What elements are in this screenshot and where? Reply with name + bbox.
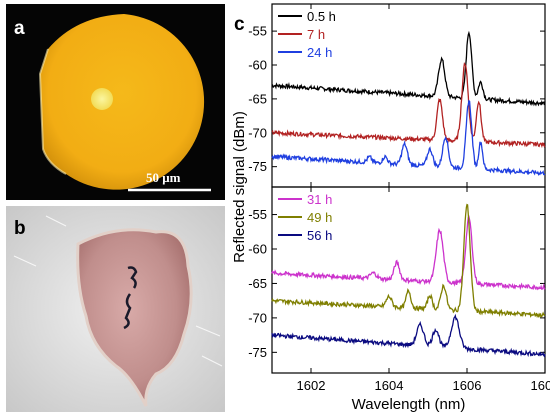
- fiber-core: [91, 88, 113, 110]
- y-tick-label: -70: [248, 125, 267, 140]
- y-tick-label: -70: [248, 310, 267, 325]
- fiber-cladding: [40, 14, 205, 190]
- legend-label: 31 h: [307, 192, 332, 207]
- panel-label-b: b: [14, 218, 26, 239]
- y-tick-label: -60: [248, 242, 267, 257]
- tissue-photo: [6, 206, 225, 412]
- fiber-micrograph: 50 μm: [6, 4, 225, 200]
- spectrum-line: [271, 215, 546, 291]
- spectrum-line: [271, 99, 546, 176]
- legend-label: 56 h: [307, 228, 332, 243]
- x-tick-label: 1606: [453, 378, 482, 393]
- tissue-illustration: [6, 206, 225, 412]
- x-tick-label: 1602: [297, 378, 326, 393]
- x-tick-label: 1604: [375, 378, 404, 393]
- panel-label-c: c: [234, 14, 245, 35]
- y-tick-label: -75: [248, 159, 267, 174]
- legend-label: 24 h: [307, 45, 332, 60]
- legend-label: 0.5 h: [307, 9, 336, 24]
- legend-label: 7 h: [307, 27, 325, 42]
- scale-bar-label: 50 μm: [146, 170, 181, 185]
- x-axis-label: Wavelength (nm): [352, 396, 466, 413]
- y-tick-label: -75: [248, 345, 267, 360]
- spectrum-line: [271, 313, 546, 358]
- y-tick-label: -65: [248, 91, 267, 106]
- x-tick-label: 1608: [531, 378, 550, 393]
- suture-thread: [123, 266, 138, 330]
- y-tick-label: -65: [248, 276, 267, 291]
- spectrum-line: [271, 30, 546, 107]
- subplot-frame: [271, 186, 546, 374]
- spectrum-line: [271, 61, 546, 149]
- spectrum-line: [271, 203, 546, 319]
- y-tick-label: -55: [248, 207, 267, 222]
- y-tick-label: -60: [248, 58, 267, 73]
- tissue-flap: [76, 228, 193, 407]
- panel-label-a: a: [14, 18, 25, 39]
- y-axis-label: Reflected signal (dBm): [231, 111, 248, 263]
- fiber-cross-section: [38, 14, 211, 192]
- legend-label: 49 h: [307, 210, 332, 225]
- y-tick-label: -55: [248, 24, 267, 39]
